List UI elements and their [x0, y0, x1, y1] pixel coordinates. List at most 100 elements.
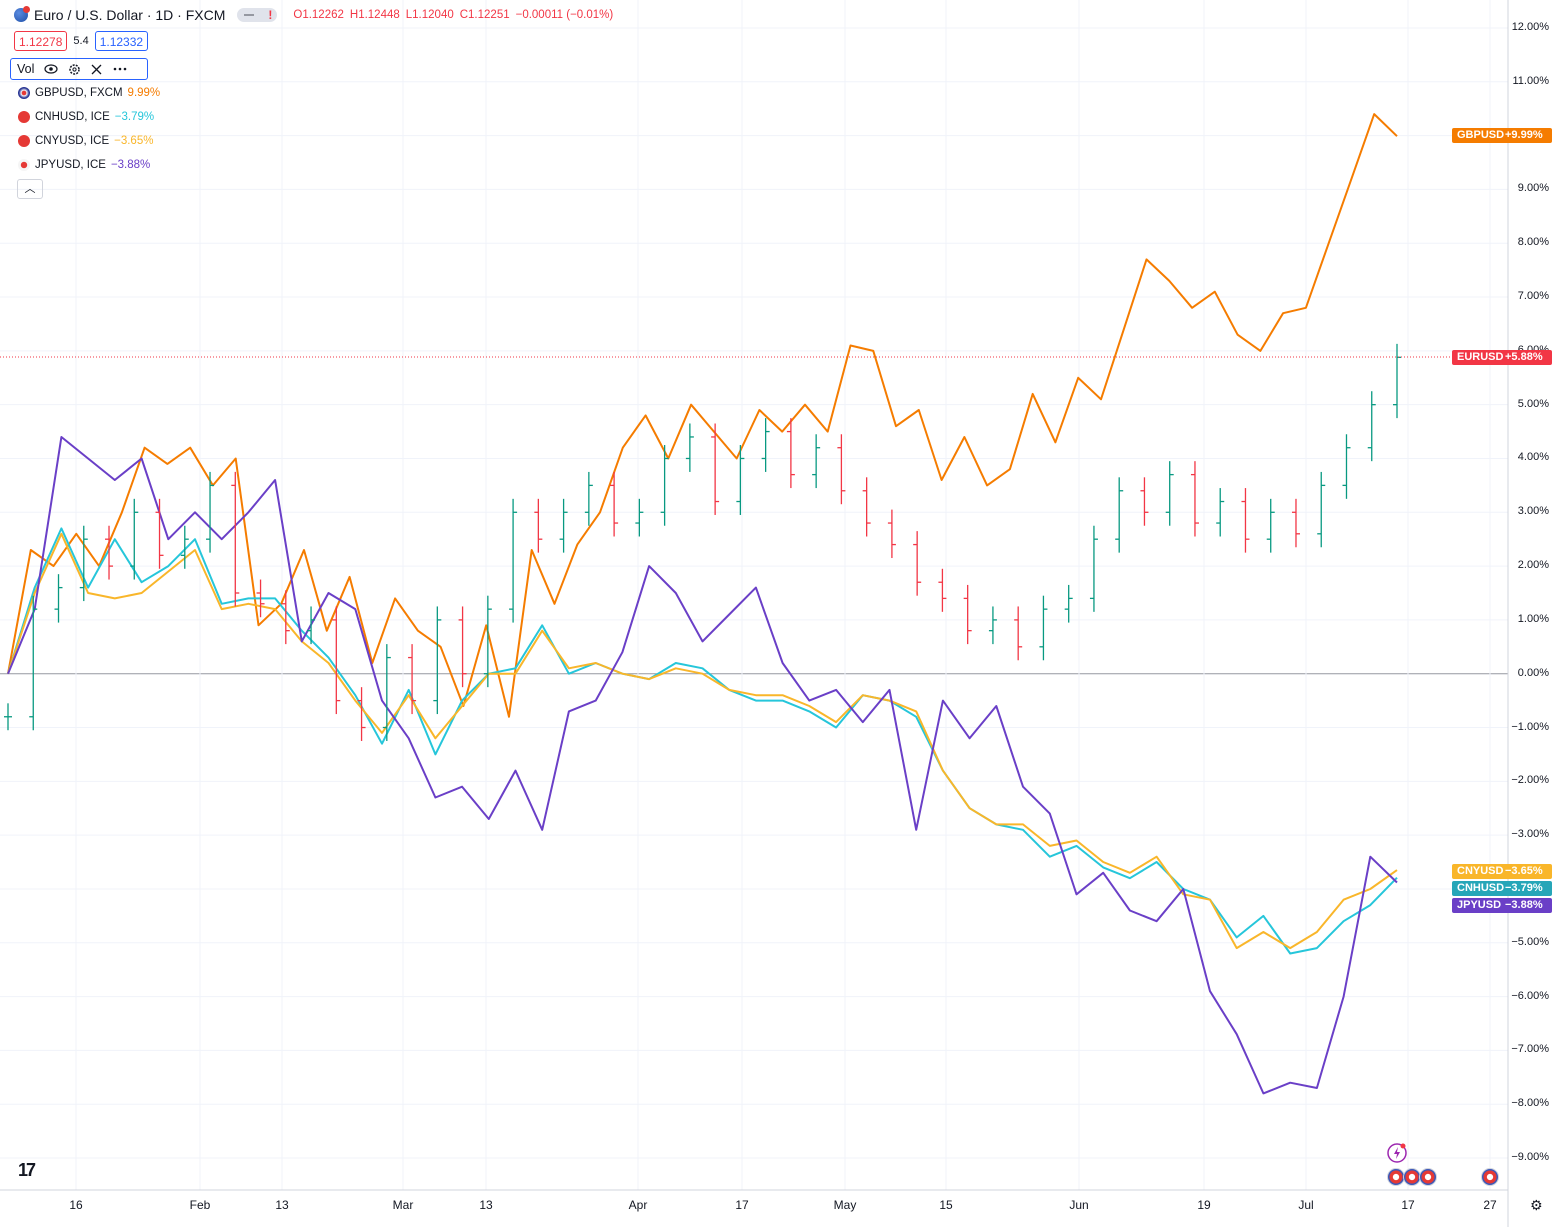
ohlc-bar — [256, 579, 265, 618]
legend-pct: −3.79% — [114, 111, 155, 123]
ohlc-bar — [610, 471, 619, 537]
legend-item-cnyusd[interactable]: CNYUSD, ICE −3.65% — [18, 135, 153, 147]
legend-item-gbpusd[interactable]: GBPUSD, FXCM 9.99% — [18, 87, 160, 99]
eurusd-candles — [4, 343, 1401, 741]
china-flag-icon — [18, 111, 30, 123]
series-line-jpyusd — [7, 436, 1398, 1095]
globe-icon — [14, 6, 30, 22]
y-tick-label: −5.00% — [1511, 935, 1549, 948]
more-icon[interactable] — [112, 66, 128, 72]
tag-name: GBPUSD — [1457, 129, 1505, 141]
x-tick-label: 16 — [69, 1198, 83, 1212]
x-tick-label: 17 — [1401, 1198, 1415, 1212]
legend-pct: −3.88% — [110, 159, 151, 171]
vol-label: Vol — [17, 62, 35, 76]
legend-item-cnhusd[interactable]: CNHUSD, ICE −3.79% — [18, 111, 154, 123]
legend-label: JPYUSD, ICE — [35, 159, 106, 171]
x-tick-label: Mar — [392, 1198, 414, 1212]
ohlc-bar — [1140, 477, 1149, 526]
y-tick-label: 0.00% — [1517, 666, 1549, 679]
us-flag-event-icon[interactable] — [1481, 1168, 1499, 1186]
x-tick-label: 17 — [735, 1198, 749, 1212]
ohlc-bar — [938, 568, 947, 612]
chart-series — [7, 113, 1398, 1095]
tag-value: −3.65% — [1505, 865, 1543, 877]
y-tick-label: 11.00% — [1512, 74, 1550, 87]
uk-flag-icon — [18, 87, 30, 99]
ohlc-bar — [1014, 606, 1023, 661]
ohlc-bar — [231, 471, 240, 607]
legend-item-jpyusd[interactable]: JPYUSD, ICE −3.88% — [18, 159, 150, 171]
ohlc-bar — [1190, 461, 1199, 537]
x-tick-label: 27 — [1483, 1198, 1497, 1212]
tag-eurusd: EURUSD +5.88% — [1452, 350, 1552, 365]
settings-icon[interactable] — [68, 63, 81, 76]
ohlc-bar — [837, 434, 846, 505]
ohlc-bar — [1291, 498, 1300, 548]
x-tick-label: Apr — [628, 1198, 648, 1212]
ohlc-bar — [988, 606, 997, 645]
ohlc-bar — [357, 687, 366, 741]
ohlc-bar — [963, 584, 972, 645]
y-tick-label: 1.00% — [1517, 612, 1549, 625]
ohlc-bar — [786, 418, 795, 489]
symbol-header[interactable]: Euro / U.S. Dollar · 1D · FXCM ! O1.1226… — [14, 5, 613, 25]
ohlc-bar — [1367, 391, 1376, 462]
close-icon[interactable] — [91, 64, 102, 75]
ohlc-bar — [584, 471, 593, 526]
ohlc-bar — [660, 445, 669, 526]
ohlc-bar — [534, 498, 543, 553]
tag-name: JPYUSD — [1457, 899, 1502, 911]
tag-cnyusd: CNYUSD −3.65% — [1452, 864, 1552, 879]
ohlc-bar — [483, 595, 492, 688]
ohlc-bar — [458, 606, 467, 688]
tag-jpyusd: JPYUSD −3.88% — [1452, 898, 1552, 913]
y-tick-label: 7.00% — [1517, 290, 1549, 303]
ohlc-bar — [408, 644, 417, 715]
ohlc-bar — [382, 644, 391, 741]
us-flag-event-icon[interactable] — [1419, 1168, 1437, 1186]
y-tick-label: 3.00% — [1517, 505, 1549, 518]
y-tick-label: −2.00% — [1511, 774, 1549, 787]
lightning-event-icon[interactable] — [1386, 1142, 1408, 1164]
buy-button[interactable]: 1.12332 — [94, 31, 149, 51]
y-tick-label: 8.00% — [1517, 236, 1549, 249]
settings-gear-icon[interactable]: ⚙ — [1530, 1197, 1543, 1213]
legend-label: CNYUSD, ICE — [35, 135, 110, 147]
ohlc-bar — [1165, 461, 1174, 526]
volume-indicator-bar[interactable]: Vol — [10, 58, 148, 80]
spread-value: 5.4 — [73, 35, 89, 47]
y-tick-label: −8.00% — [1511, 1097, 1549, 1110]
ohlc-bar — [862, 477, 871, 537]
eye-icon[interactable] — [44, 63, 58, 75]
alert-toggle[interactable]: ! — [237, 8, 278, 22]
change-value: −0.00011 (−0.01%) — [515, 9, 614, 21]
symbol-title[interactable]: Euro / U.S. Dollar · 1D · FXCM — [34, 7, 226, 23]
ohlc-bar — [812, 434, 821, 489]
ohlc-bar — [130, 498, 139, 580]
low-value: L1.12040 — [405, 9, 454, 21]
y-tick-label: 9.00% — [1517, 182, 1549, 195]
x-tick-label: Feb — [189, 1198, 211, 1212]
sell-button[interactable]: 1.12278 — [14, 31, 68, 51]
collapse-legend-button[interactable]: ︿ — [17, 179, 43, 199]
ohlc-bar — [1115, 477, 1124, 553]
y-tick-label: 12.00% — [1511, 21, 1549, 33]
series-line-gbpusd — [7, 113, 1398, 718]
tag-value: −3.79% — [1505, 882, 1543, 894]
tradingview-logo[interactable]: 17 — [18, 1160, 36, 1180]
ohlc-bar — [1064, 584, 1073, 623]
x-tick-label: 13 — [275, 1198, 289, 1212]
ohlc-bar — [332, 606, 341, 715]
series-line-cnyusd — [7, 532, 1398, 950]
tag-value: +5.88% — [1505, 351, 1543, 363]
ohlc-bar — [685, 423, 694, 472]
legend-pct: −3.65% — [114, 135, 154, 147]
open-value: O1.12262 — [293, 9, 344, 21]
japan-flag-icon — [18, 159, 30, 171]
y-tick-label: −6.00% — [1511, 989, 1549, 1002]
x-tick-label: 13 — [479, 1198, 493, 1212]
legend-pct: 9.99% — [127, 87, 161, 99]
x-tick-label: Jun — [1069, 1198, 1089, 1212]
